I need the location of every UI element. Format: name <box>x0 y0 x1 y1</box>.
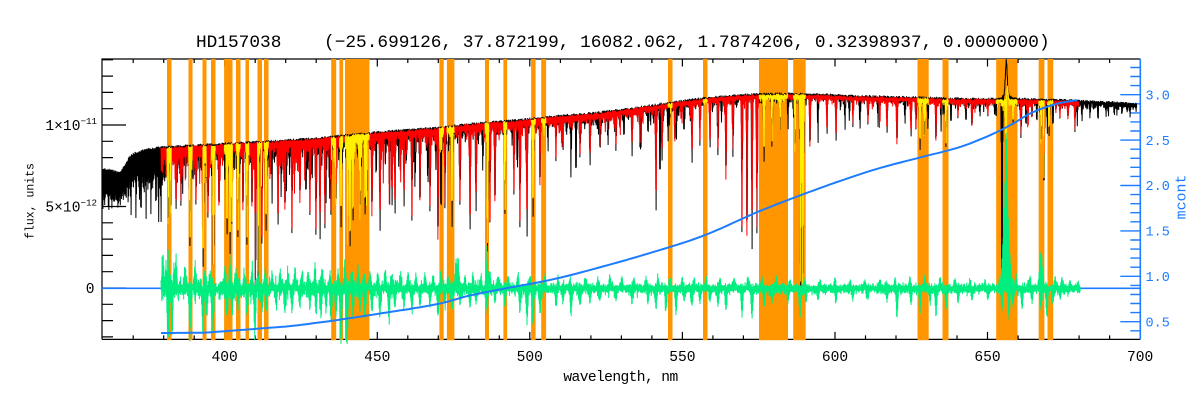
svg-text:650: 650 <box>974 350 1000 366</box>
svg-text:3.0: 3.0 <box>1146 89 1170 104</box>
svg-text:1.0: 1.0 <box>1146 271 1170 286</box>
svg-text:0: 0 <box>86 282 95 298</box>
svg-text:HD157038 (−25.699126, 37.87: HD157038 (−25.699126, 37.872199, 16082.0… <box>196 33 1050 53</box>
svg-text:flux, units: flux, units <box>25 163 38 239</box>
svg-text:mcont: mcont <box>1175 175 1191 220</box>
svg-text:2.0: 2.0 <box>1146 180 1170 195</box>
svg-text:2.5: 2.5 <box>1146 135 1170 150</box>
svg-text:700: 700 <box>1127 350 1153 366</box>
svg-text:1.5: 1.5 <box>1146 226 1170 241</box>
svg-text:600: 600 <box>822 350 848 366</box>
svg-text:450: 450 <box>364 350 390 366</box>
svg-text:500: 500 <box>517 350 543 366</box>
svg-text:400: 400 <box>212 350 238 366</box>
svg-text:550: 550 <box>669 350 695 366</box>
svg-text:0.5: 0.5 <box>1146 316 1170 331</box>
svg-text:wavelength, nm: wavelength, nm <box>563 370 678 386</box>
